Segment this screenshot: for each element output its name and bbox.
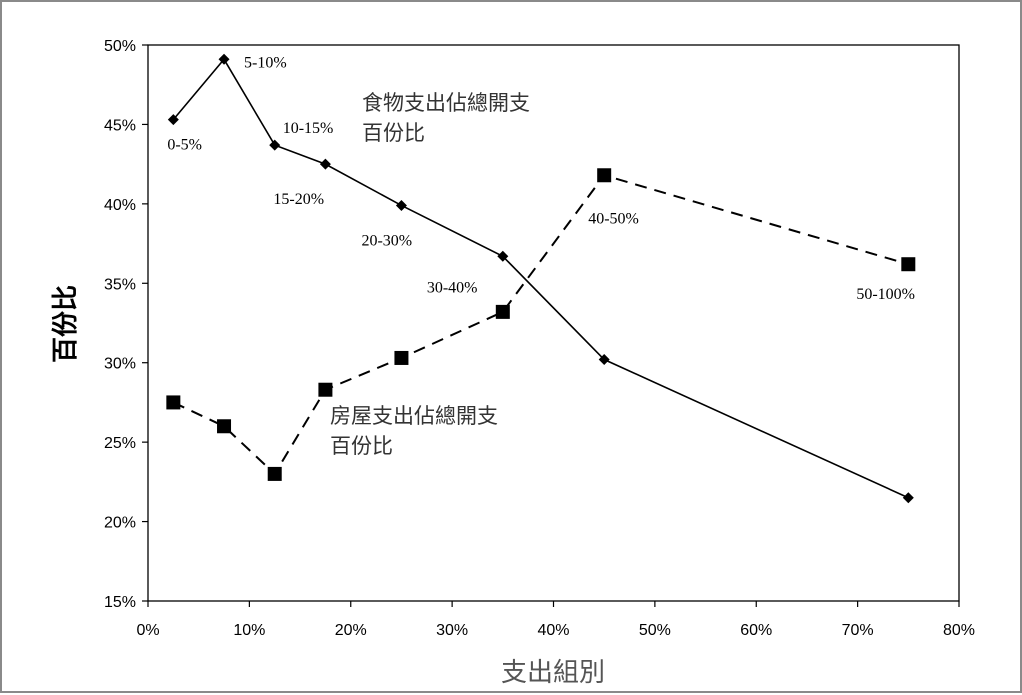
food-data-point — [497, 250, 509, 262]
x-tick-label: 70% — [842, 622, 874, 639]
x-tick-label: 40% — [537, 622, 569, 639]
food-data-point — [395, 199, 407, 211]
food-data-point — [902, 492, 914, 504]
point-label: 15-20% — [273, 191, 324, 208]
food-data-point — [218, 53, 230, 65]
x-tick-label: 30% — [436, 622, 468, 639]
housing-data-point — [166, 395, 181, 410]
series-1-line — [172, 57, 909, 499]
x-tick-label: 0% — [136, 622, 159, 639]
point-label: 30-40% — [427, 279, 478, 296]
y-tick-label: 30% — [104, 356, 136, 373]
housing-data-point — [267, 466, 282, 481]
series-2-name-label: 房屋支出佔總開支 — [330, 404, 498, 428]
point-label: 50-100% — [856, 286, 915, 303]
x-tick-label: 60% — [740, 622, 772, 639]
y-tick-label: 45% — [104, 117, 136, 134]
series-1 — [167, 53, 914, 504]
housing-data-point — [495, 304, 510, 319]
y-axis-title: 百份比 — [51, 285, 81, 363]
series-2-name-label: 百份比 — [330, 434, 393, 458]
housing-data-point — [901, 257, 916, 272]
series-1-name-label: 食物支出佔總開支 — [362, 91, 530, 115]
x-tick-label: 20% — [335, 622, 367, 639]
food-data-point — [319, 158, 331, 170]
axes: 15% 20% 25% 30% 35% 40% 45% 50% 0% 10% 20% 30% 40% 50… — [104, 38, 975, 639]
series-2 — [166, 168, 916, 481]
labels-group: 百份比 支出組別 0-5% 5-10% 10-15% 15-20% 20-30% 30-4… — [51, 54, 915, 688]
x-tick-label: 50% — [639, 622, 671, 639]
point-label: 5-10% — [244, 54, 287, 71]
point-label: 10-15% — [283, 120, 334, 137]
series-1-name-label: 百份比 — [362, 121, 425, 145]
food-data-point — [167, 114, 179, 126]
point-label: 40-50% — [588, 210, 639, 227]
y-tick-label: 20% — [104, 515, 136, 532]
point-label: 20-30% — [361, 232, 412, 249]
housing-data-point — [597, 168, 612, 183]
point-label: 0-5% — [167, 137, 202, 154]
y-tick-label: 15% — [104, 594, 136, 611]
housing-data-point — [394, 350, 409, 365]
housing-data-point — [217, 419, 232, 434]
series-2-line — [172, 174, 909, 476]
x-tick-label: 80% — [943, 622, 975, 639]
y-tick-label: 35% — [104, 276, 136, 293]
plot-area-frame — [147, 44, 960, 602]
x-axis-title: 支出組別 — [501, 658, 605, 688]
food-data-point — [598, 354, 610, 366]
y-tick-label: 25% — [104, 435, 136, 452]
housing-data-point — [318, 382, 333, 397]
y-tick-label: 40% — [104, 197, 136, 214]
y-tick-label: 50% — [104, 38, 136, 55]
series-group — [166, 53, 916, 504]
x-tick-label: 10% — [233, 622, 265, 639]
food-data-point — [269, 139, 281, 151]
